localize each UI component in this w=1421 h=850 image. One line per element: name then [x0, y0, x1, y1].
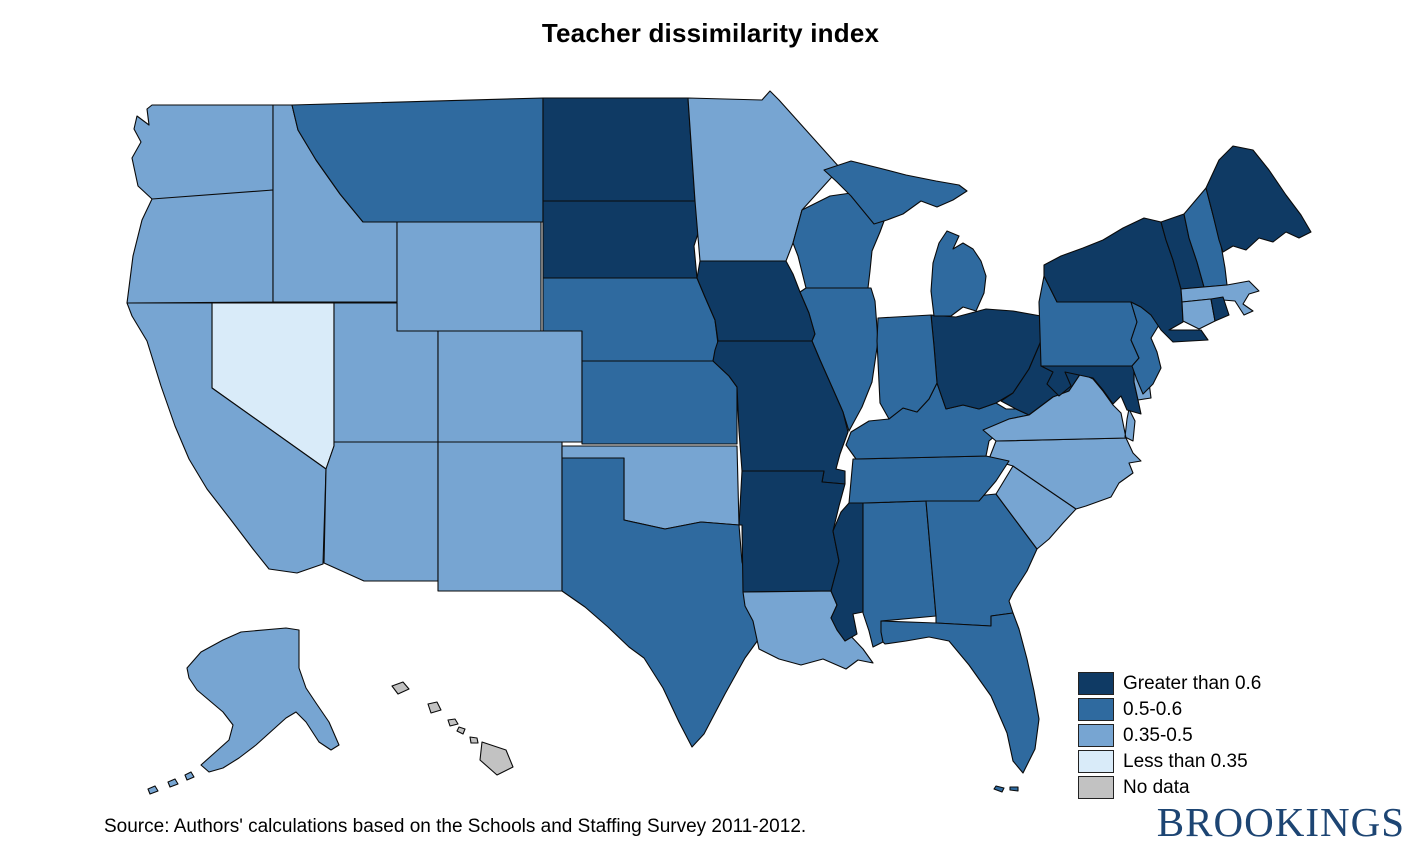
- state-nm: [437, 441, 563, 592]
- state-wa: [131, 104, 274, 200]
- legend-label: 0.35-0.5: [1123, 724, 1193, 746]
- legend-item: 0.5-0.6: [1078, 696, 1261, 722]
- legend-label: Greater than 0.6: [1123, 672, 1262, 694]
- source-note: Source: Authors' calculations based on t…: [104, 816, 807, 837]
- state-co: [437, 330, 583, 443]
- legend-swatch-light: [1078, 749, 1114, 773]
- state-ak: [147, 627, 340, 795]
- state-or: [126, 189, 274, 304]
- state-ct: [1181, 298, 1216, 330]
- state-az: [323, 441, 439, 582]
- legend-swatch-dark: [1078, 697, 1114, 721]
- legend-label: 0.5-0.6: [1123, 698, 1183, 720]
- legend-swatch-medium: [1078, 723, 1114, 747]
- state-ar: [738, 470, 846, 593]
- legend-label: No data: [1123, 776, 1190, 798]
- legend-item: Greater than 0.6: [1078, 670, 1261, 696]
- legend-label: Less than 0.35: [1123, 750, 1248, 772]
- legend-swatch-darkest: [1078, 671, 1114, 695]
- states-layer: [126, 90, 1312, 795]
- state-tn: [848, 455, 1010, 504]
- state-nc: [988, 437, 1142, 510]
- state-hi: [391, 681, 514, 776]
- legend-item: No data: [1078, 774, 1261, 800]
- state-ks: [581, 360, 738, 445]
- chart-title: Teacher dissimilarity index: [541, 18, 880, 48]
- state-ca: [126, 302, 327, 574]
- state-me: [1205, 145, 1312, 253]
- state-nd: [542, 97, 696, 202]
- legend-item: Less than 0.35: [1078, 748, 1261, 774]
- map-legend: Greater than 0.6 0.5-0.6 0.35-0.5 Less t…: [1078, 670, 1261, 800]
- state-wy: [396, 221, 542, 332]
- state-mi: [823, 160, 987, 317]
- legend-swatch-nodata: [1078, 775, 1114, 799]
- state-ny: [1043, 217, 1209, 343]
- state-tx: [561, 457, 759, 748]
- state-sd: [542, 200, 702, 279]
- brookings-logo: BROOKINGS: [1156, 799, 1405, 845]
- state-ms: [830, 502, 864, 642]
- legend-item: 0.35-0.5: [1078, 722, 1261, 748]
- state-in: [876, 314, 938, 420]
- state-ri: [1210, 296, 1230, 322]
- state-fl: [880, 612, 1040, 793]
